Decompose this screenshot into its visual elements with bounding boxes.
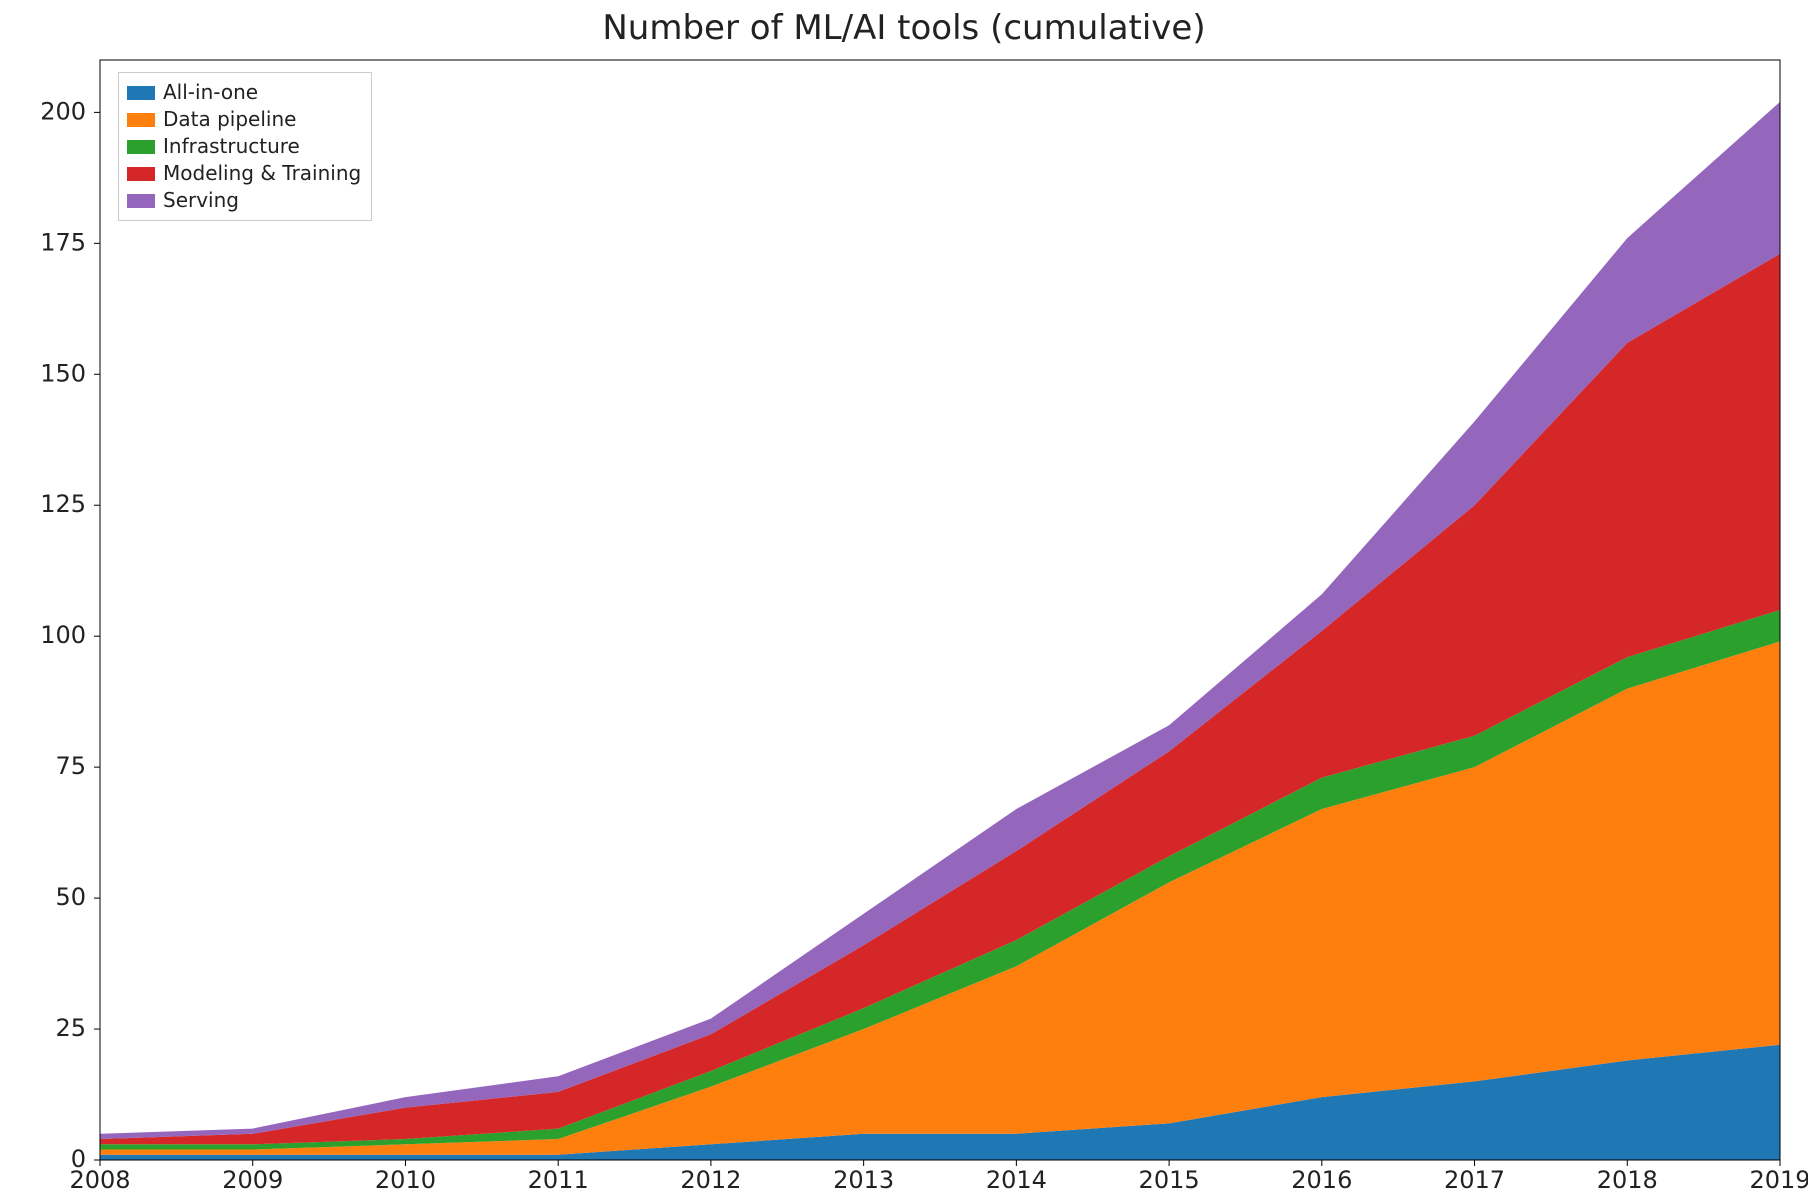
xtick-label: 2016 bbox=[1291, 1166, 1352, 1194]
xtick-label: 2015 bbox=[1139, 1166, 1200, 1194]
legend-swatch bbox=[127, 113, 155, 127]
legend-item: All-in-one bbox=[127, 79, 361, 106]
legend-label: Modeling & Training bbox=[163, 160, 361, 187]
legend-label: All-in-one bbox=[163, 79, 258, 106]
xtick-label: 2017 bbox=[1444, 1166, 1505, 1194]
ytick-label: 75 bbox=[55, 752, 86, 780]
ytick-label: 175 bbox=[40, 228, 86, 256]
xtick-label: 2010 bbox=[375, 1166, 436, 1194]
legend-label: Serving bbox=[163, 187, 239, 214]
xtick-label: 2013 bbox=[833, 1166, 894, 1194]
xtick-label: 2014 bbox=[986, 1166, 1047, 1194]
legend-item: Serving bbox=[127, 187, 361, 214]
legend-swatch bbox=[127, 140, 155, 154]
xtick-label: 2009 bbox=[222, 1166, 283, 1194]
legend-swatch bbox=[127, 86, 155, 100]
ytick-label: 150 bbox=[40, 359, 86, 387]
legend-label: Data pipeline bbox=[163, 106, 296, 133]
legend-label: Infrastructure bbox=[163, 133, 300, 160]
ytick-label: 100 bbox=[40, 621, 86, 649]
ytick-label: 200 bbox=[40, 97, 86, 125]
xtick-label: 2018 bbox=[1597, 1166, 1658, 1194]
xtick-label: 2019 bbox=[1749, 1166, 1808, 1194]
legend-swatch bbox=[127, 194, 155, 208]
chart-container: Number of ML/AI tools (cumulative) 02550… bbox=[0, 0, 1808, 1196]
legend: All-in-oneData pipelineInfrastructureMod… bbox=[118, 72, 372, 221]
legend-item: Data pipeline bbox=[127, 106, 361, 133]
ytick-label: 50 bbox=[55, 883, 86, 911]
xtick-label: 2011 bbox=[528, 1166, 589, 1194]
legend-item: Modeling & Training bbox=[127, 160, 361, 187]
ytick-label: 25 bbox=[55, 1014, 86, 1042]
xtick-label: 2008 bbox=[69, 1166, 130, 1194]
ytick-label: 125 bbox=[40, 490, 86, 518]
xtick-label: 2012 bbox=[680, 1166, 741, 1194]
legend-item: Infrastructure bbox=[127, 133, 361, 160]
legend-swatch bbox=[127, 167, 155, 181]
